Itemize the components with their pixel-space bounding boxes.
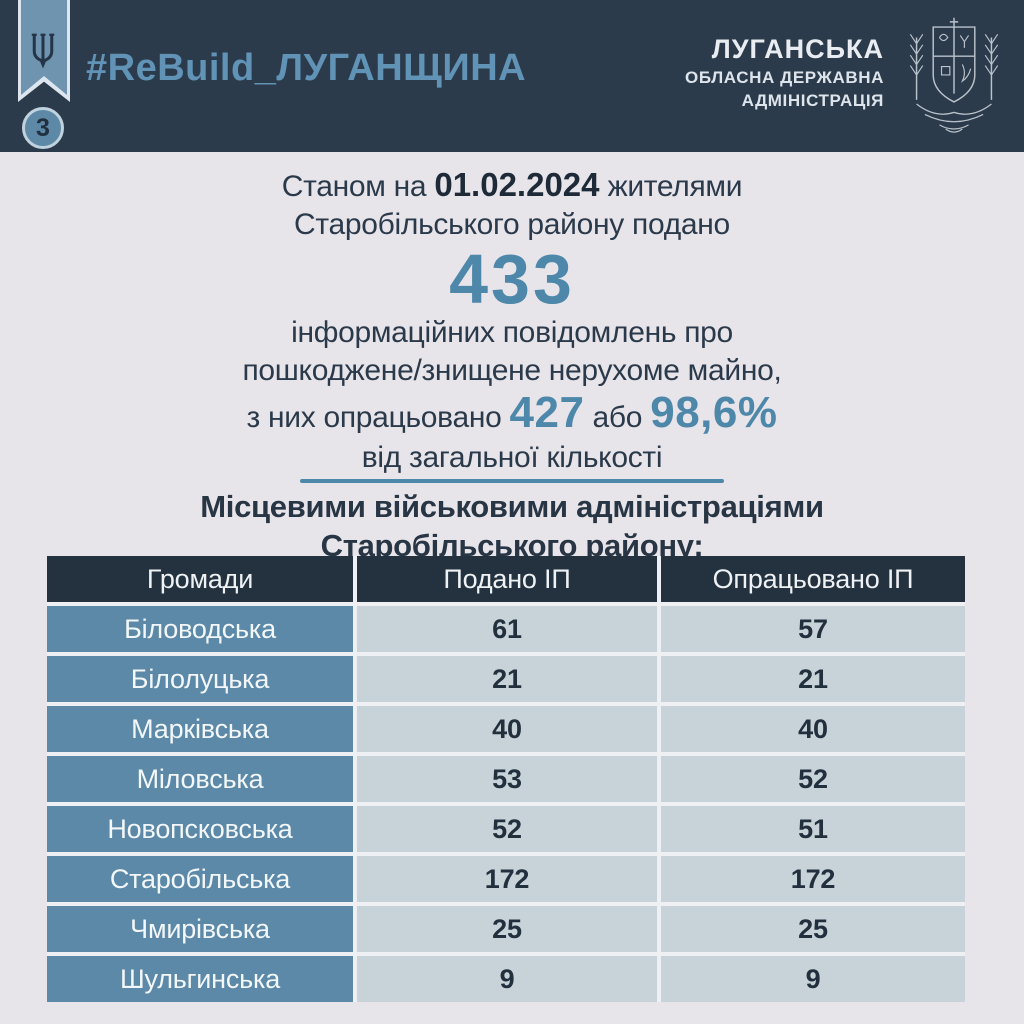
processed-cell: 25: [661, 906, 965, 952]
summary-line-2: Старобільського району подано: [294, 208, 730, 241]
campaign-hashtag: #ReBuild_ЛУГАНЩИНА: [86, 47, 527, 89]
community-cell: Новопсковська: [47, 806, 353, 852]
processed-cell: 40: [661, 706, 965, 752]
community-cell: Старобільська: [47, 856, 353, 902]
summary-line1-suffix: жителями: [607, 170, 743, 203]
column-header-community: Громади: [47, 556, 353, 602]
community-cell: Біловодська: [47, 606, 353, 652]
divider-line: [300, 479, 724, 483]
community-cell: Шульгинська: [47, 956, 353, 1002]
processed-label: з них опрацьовано: [246, 401, 502, 434]
total-reports-number: 433: [449, 240, 575, 318]
org-name-line3: АДМІНІСТРАЦІЯ: [741, 91, 884, 110]
submitted-cell: 9: [357, 956, 657, 1002]
community-cell: Міловська: [47, 756, 353, 802]
communities-table: Громади Подано ІП Опрацьовано ІП Біловод…: [47, 556, 965, 1002]
processed-cell: 52: [661, 756, 965, 802]
column-header-submitted: Подано ІП: [357, 556, 657, 602]
section-title-line1: Місцевими військовими адміністраціями: [200, 489, 824, 524]
community-cell: Марківська: [47, 706, 353, 752]
summary-line-5: з них опрацьовано 427 або 98,6%: [0, 390, 1024, 441]
org-name-line1: ЛУГАНСЬКА: [711, 34, 884, 64]
summary-line-1: Станом на 01.02.2024 жителями: [0, 152, 1024, 206]
submitted-cell: 25: [357, 906, 657, 952]
processed-cell: 51: [661, 806, 965, 852]
summary-line-6: від загальної кількості: [361, 441, 663, 474]
processed-percent: 98,6%: [650, 388, 778, 437]
processed-cell: 57: [661, 606, 965, 652]
processed-cell: 9: [661, 956, 965, 1002]
processed-count: 427: [509, 388, 585, 437]
organization-name: ЛУГАНСЬКА ОБЛАСНА ДЕРЖАВНА АДМІНІСТРАЦІЯ: [685, 33, 884, 112]
community-cell: Чмирівська: [47, 906, 353, 952]
submitted-cell: 53: [357, 756, 657, 802]
processed-conjunction: або: [592, 401, 643, 434]
column-header-processed: Опрацьовано ІП: [661, 556, 965, 602]
summary-line1-prefix: Станом на: [281, 170, 427, 203]
coat-of-arms-icon: [902, 12, 1006, 147]
processed-cell: 21: [661, 656, 965, 702]
submitted-cell: 21: [357, 656, 657, 702]
summary-line-4: пошкоджене/знищене нерухоме майно,: [242, 354, 782, 387]
submitted-cell: 52: [357, 806, 657, 852]
summary-line-3: інформаційних повідомлень про: [291, 316, 733, 349]
summary-section: Станом на 01.02.2024 жителями Старобільс…: [0, 152, 1024, 565]
processed-cell: 172: [661, 856, 965, 902]
org-name-line2: ОБЛАСНА ДЕРЖАВНА: [685, 68, 884, 87]
submitted-cell: 172: [357, 856, 657, 902]
report-date: 01.02.2024: [434, 166, 600, 203]
header-bar: 3 #ReBuild_ЛУГАНЩИНА ЛУГАНСЬКА ОБЛАСНА Д…: [0, 0, 1024, 152]
community-cell: Білолуцька: [47, 656, 353, 702]
page-number: 3: [36, 113, 50, 142]
submitted-cell: 61: [357, 606, 657, 652]
page-number-badge: 3: [22, 107, 64, 149]
submitted-cell: 40: [357, 706, 657, 752]
trident-icon: [28, 32, 58, 75]
trident-ribbon: [18, 0, 70, 102]
